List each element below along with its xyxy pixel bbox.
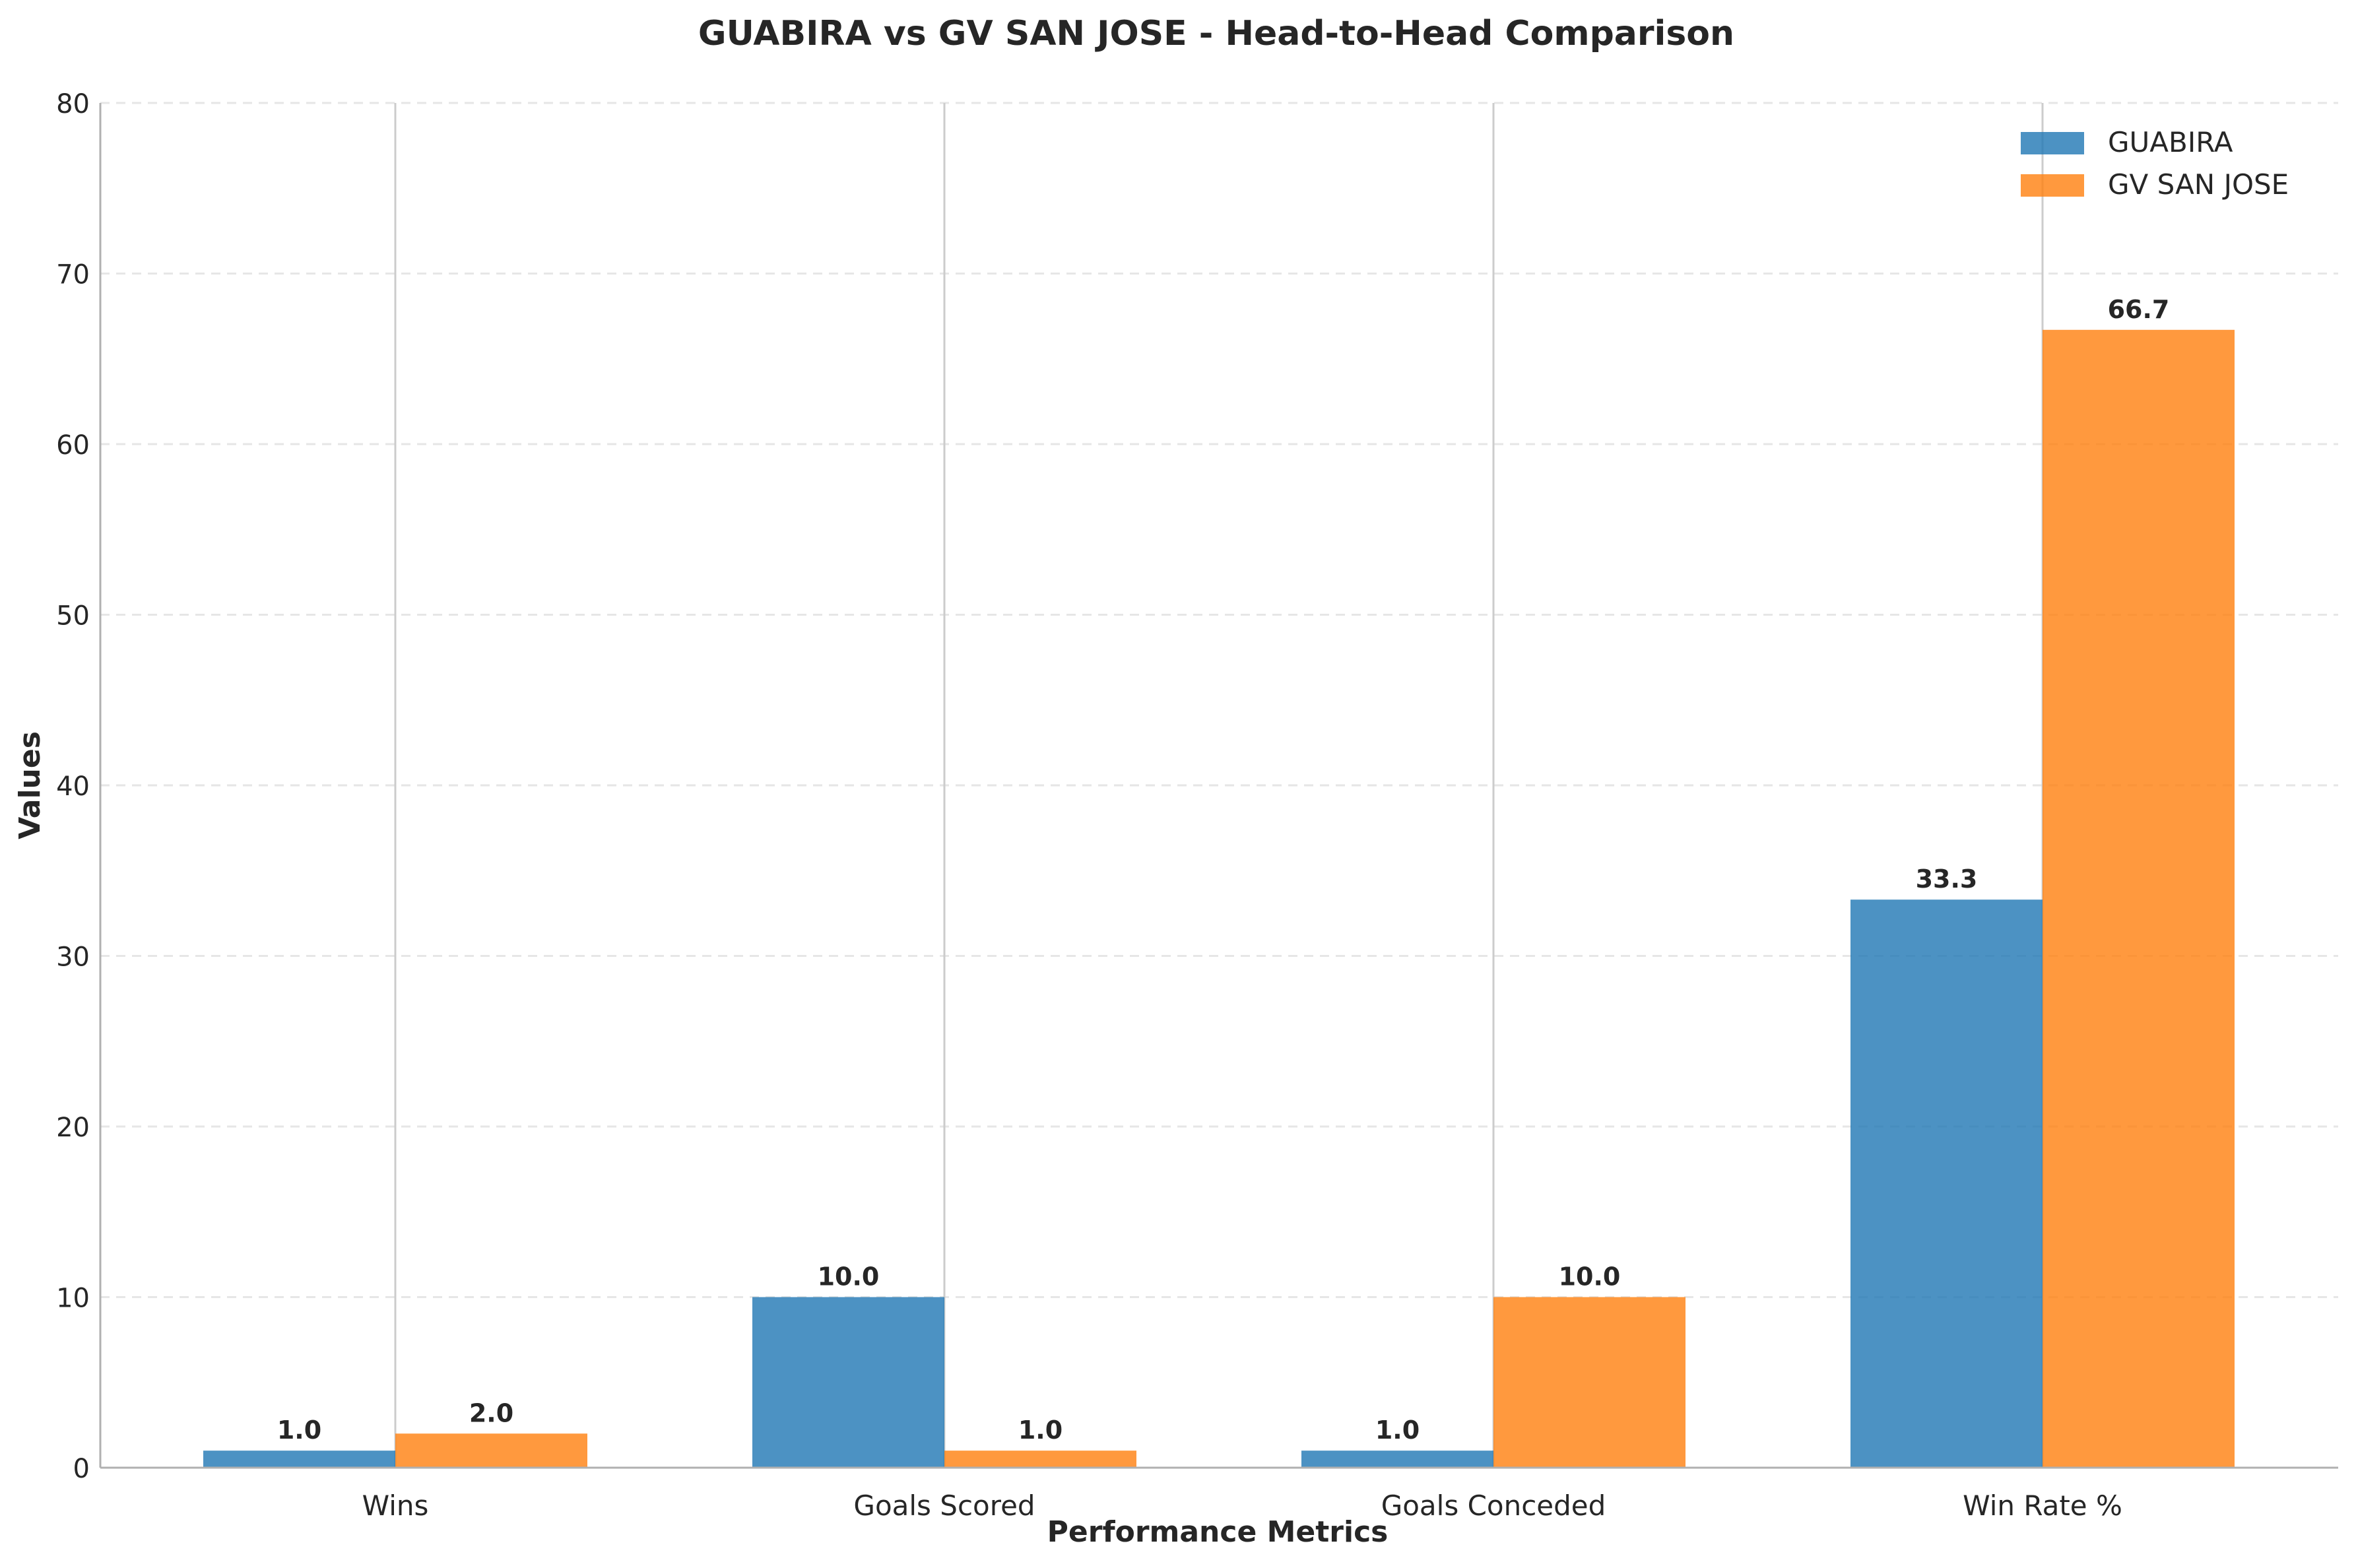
x-tick-label: Goals Scored: [853, 1489, 1035, 1522]
gridlines: [100, 102, 2338, 1468]
bar-value-label: 1.0: [1018, 1416, 1063, 1445]
bar-value-label: 1.0: [277, 1416, 321, 1445]
legend-label: GV SAN JOSE: [2108, 168, 2289, 201]
y-tick-label: 30: [56, 942, 90, 973]
y-tick-label: 80: [56, 89, 90, 119]
bar-value-label: 66.7: [2108, 295, 2170, 324]
y-tick-label: 0: [73, 1454, 90, 1484]
bars: [203, 329, 2235, 1468]
bar-value-label: 33.3: [1916, 865, 1978, 894]
x-tick-label: Wins: [362, 1489, 429, 1522]
y-tick-label: 40: [56, 771, 90, 802]
bar-value-label: 1.0: [1375, 1416, 1420, 1445]
bar: [1850, 899, 2043, 1468]
y-tick-label: 60: [56, 430, 90, 461]
bar: [203, 1451, 395, 1468]
bar-value-labels: 1.0 10.0 1.0 33.3 2.0 1.0 10.0 66.7: [277, 295, 2170, 1445]
y-tick-label: 70: [56, 260, 90, 290]
legend-label: GUABIRA: [2108, 126, 2233, 158]
x-tick-label: Win Rate %: [1963, 1489, 2122, 1522]
axes: 0 10 20 30 40 50 60 70 80 Wins Goals Scored Goals C…: [56, 89, 2338, 1522]
bar-value-label: 10.0: [1559, 1262, 1621, 1291]
x-axis-label: Performance Metrics: [1047, 1515, 1389, 1549]
y-tick-label: 20: [56, 1113, 90, 1143]
x-tick-label: Goals Conceded: [1381, 1489, 1606, 1522]
bar: [2043, 329, 2235, 1468]
bar: [1301, 1451, 1493, 1468]
bar-value-label: 10.0: [818, 1262, 880, 1291]
bar: [1493, 1297, 1685, 1468]
y-tick-label: 50: [56, 601, 90, 632]
y-tick-label: 10: [56, 1284, 90, 1314]
bar-value-label: 2.0: [469, 1398, 513, 1427]
legend-swatch: [2021, 174, 2084, 197]
legend-swatch: [2021, 132, 2084, 154]
legend: GUABIRA GV SAN JOSE: [2021, 126, 2289, 201]
bar: [752, 1297, 944, 1468]
bar: [944, 1451, 1136, 1468]
y-axis-label: Values: [13, 731, 47, 839]
chart-title: GUABIRA vs GV SAN JOSE - Head-to-Head Co…: [698, 14, 1734, 53]
bar: [395, 1433, 587, 1468]
